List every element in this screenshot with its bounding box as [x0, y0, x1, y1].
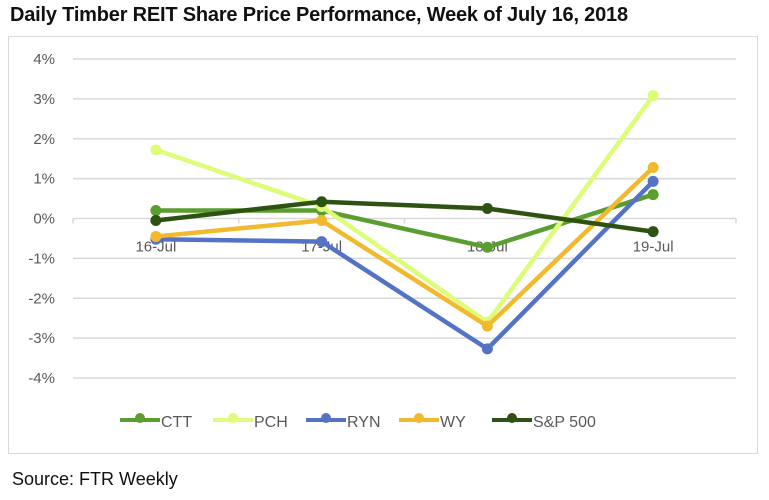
- legend-item: CTT: [120, 413, 192, 431]
- y-tick-label: 2%: [33, 131, 55, 148]
- legend-label: S&P 500: [533, 414, 596, 431]
- y-tick-label: 1%: [33, 171, 55, 188]
- legend-dot-marker: [507, 413, 517, 423]
- data-point-wy: [150, 230, 162, 242]
- data-point-s-p-500: [647, 226, 659, 238]
- legend-item: RYN: [306, 413, 381, 431]
- gridlines: [72, 58, 737, 379]
- data-point-ctt: [481, 241, 493, 253]
- data-point-ctt: [150, 205, 162, 217]
- data-point-ryn: [647, 175, 659, 187]
- y-tick-label: -2%: [28, 290, 55, 307]
- data-point-s-p-500: [316, 196, 328, 208]
- legend-item: S&P 500: [492, 413, 596, 431]
- legend-label: CTT: [161, 414, 192, 431]
- chart-frame: [8, 36, 758, 454]
- series-line-pch: [155, 94, 655, 325]
- series-lines: [150, 90, 659, 355]
- y-tick-label: -3%: [28, 330, 55, 347]
- data-point-ryn: [481, 343, 493, 355]
- y-tick-label: -4%: [28, 370, 55, 387]
- series-line-wy: [155, 165, 655, 329]
- data-point-pch: [150, 144, 162, 156]
- series-wy: [150, 161, 659, 332]
- y-axis-tick-labels: 4% 3% 2% 1% 0% -1% -2% -3% -4%: [28, 51, 55, 387]
- data-point-wy: [481, 320, 493, 332]
- data-point-wy: [647, 161, 659, 173]
- y-tick-label: 4%: [33, 51, 55, 68]
- legend-dot-marker: [414, 413, 424, 423]
- data-point-ctt: [647, 189, 659, 201]
- x-tick-label: 19-Jul: [633, 239, 674, 256]
- legend-label: RYN: [347, 414, 381, 431]
- data-point-ryn: [316, 236, 328, 248]
- y-tick-label: -1%: [28, 250, 55, 267]
- series-line-s-p-500: [155, 199, 654, 234]
- legend-dot-marker: [228, 413, 238, 423]
- data-point-wy: [316, 214, 328, 226]
- legend-dot-marker: [321, 413, 331, 423]
- chart-title: Daily Timber REIT Share Price Performanc…: [10, 4, 628, 26]
- data-point-s-p-500: [150, 214, 162, 226]
- data-point-s-p-500: [481, 203, 493, 215]
- legend-item: WY: [399, 413, 466, 431]
- data-point-pch: [647, 90, 659, 102]
- legend-item: PCH: [213, 413, 288, 431]
- legend-label: WY: [440, 414, 466, 431]
- legend: CTT PCH RYN WY S&P 500: [120, 413, 596, 431]
- legend-dot-marker: [135, 413, 145, 423]
- y-tick-label: 0%: [33, 211, 55, 228]
- series-s-p-500: [150, 196, 659, 238]
- y-tick-label: 3%: [33, 91, 55, 108]
- series-line-ryn: [155, 179, 655, 352]
- x-tick-label: 16-Jul: [135, 239, 176, 256]
- source-note: Source: FTR Weekly: [12, 469, 178, 489]
- legend-label: PCH: [254, 414, 288, 431]
